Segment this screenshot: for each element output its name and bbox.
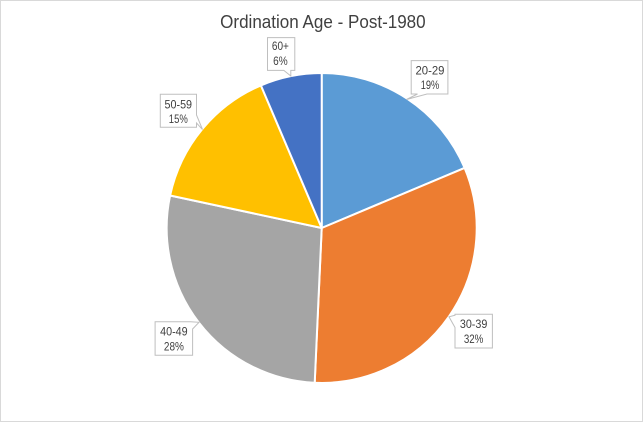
svg-text:Ordination Age - Post-1980: Ordination Age - Post-1980 bbox=[220, 12, 426, 32]
svg-text:20-29: 20-29 bbox=[416, 65, 445, 78]
svg-text:15%: 15% bbox=[169, 113, 188, 126]
svg-text:40-49: 40-49 bbox=[160, 326, 188, 339]
svg-text:32%: 32% bbox=[464, 333, 484, 346]
svg-text:6%: 6% bbox=[273, 55, 288, 68]
svg-text:30-39: 30-39 bbox=[460, 318, 488, 331]
svg-text:60+: 60+ bbox=[272, 40, 289, 53]
svg-text:28%: 28% bbox=[164, 340, 184, 353]
svg-text:19%: 19% bbox=[421, 79, 440, 92]
svg-text:50-59: 50-59 bbox=[165, 99, 193, 112]
